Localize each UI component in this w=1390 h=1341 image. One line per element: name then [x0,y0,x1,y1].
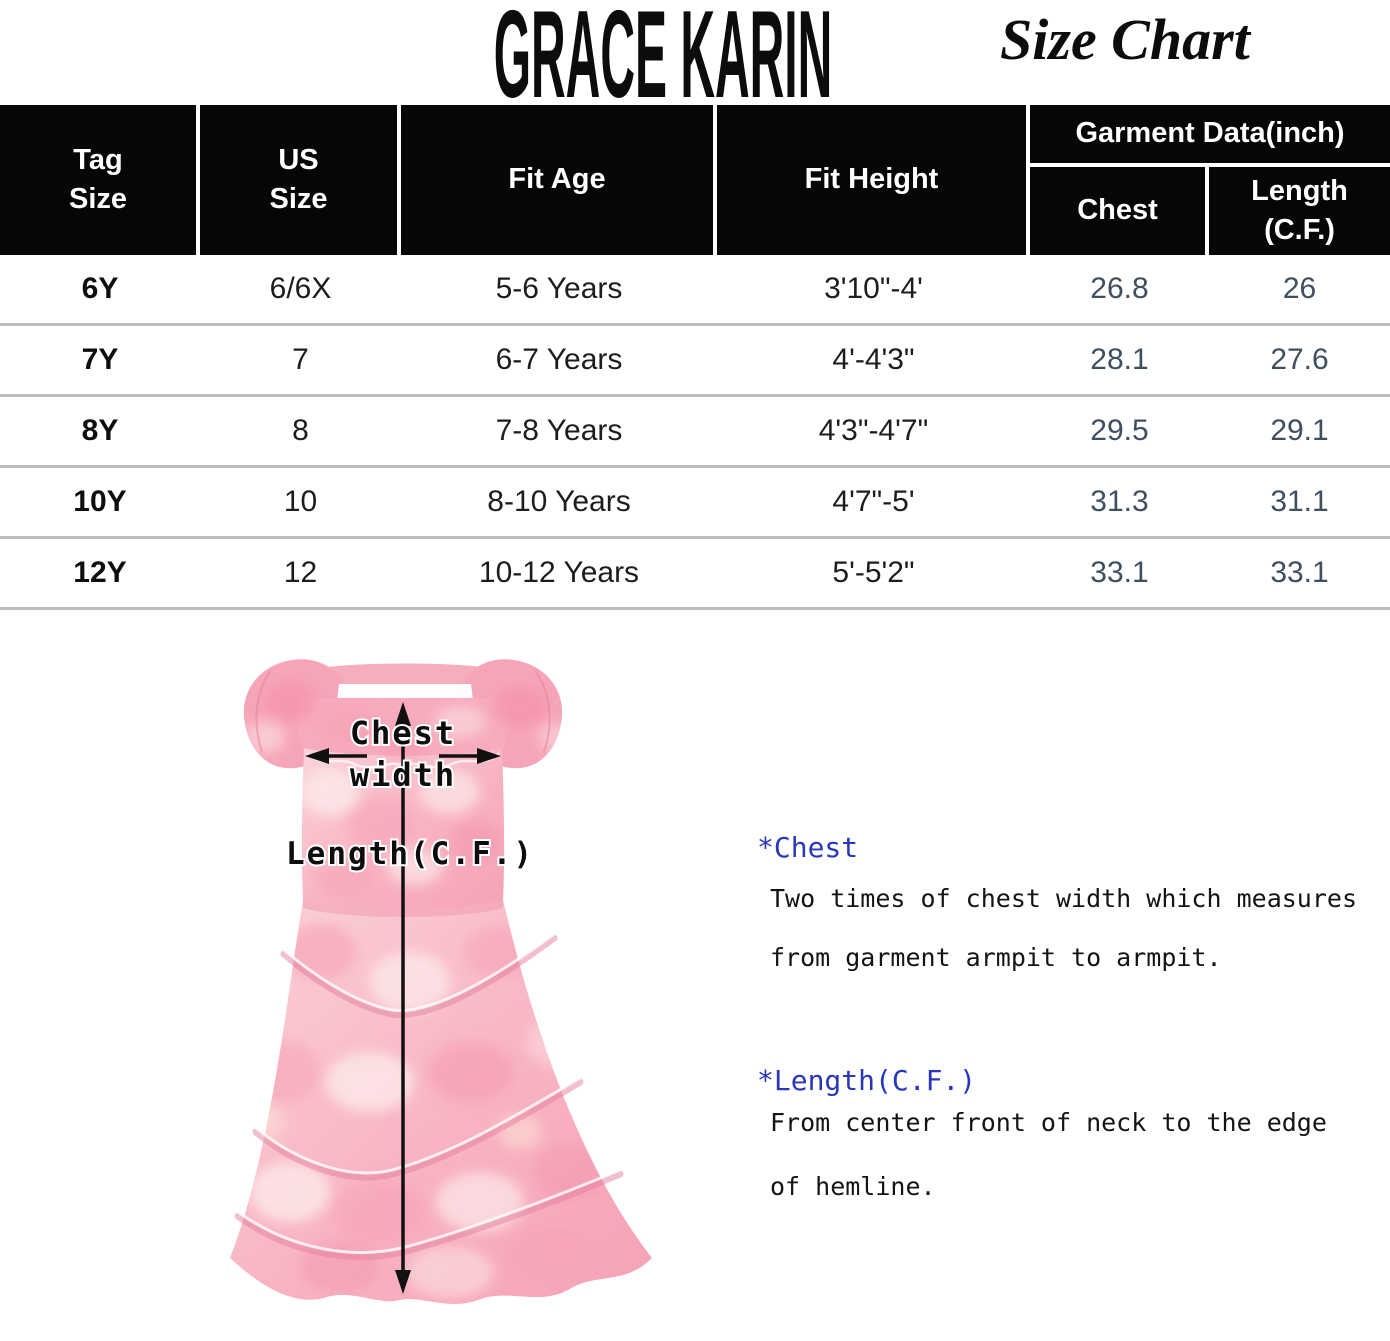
cell-length: 27.6 [1209,326,1390,397]
cell-us-size: 7 [200,326,401,397]
cell-chest: 31.3 [1030,468,1209,539]
header-fit-age: Fit Age [401,105,717,255]
size-chart-table: Tag Size US Size Fit Age Fit Height Garm… [0,105,1390,610]
cell-tag-size: 8Y [0,397,200,468]
cell-us-size: 10 [200,468,401,539]
header-tag-size: Tag Size [0,105,200,255]
cell-tag-size: 6Y [0,255,200,326]
cell-fit-height: 4'3"-4'7" [717,397,1030,468]
cell-fit-age: 5-6 Years [401,255,717,326]
length-cf-arrow [395,702,411,1294]
cell-fit-height: 5'-5'2" [717,539,1030,610]
table-row: 12Y 12 10-12 Years 5'-5'2" 33.1 33.1 [0,539,1390,610]
note-length-line-1: From center front of neck to the edge [770,1108,1327,1137]
cell-length: 26 [1209,255,1390,326]
dress-neckline-gap [337,684,473,700]
cell-us-size: 6/6X [200,255,401,326]
cell-fit-height: 3'10"-4' [717,255,1030,326]
cell-length: 31.1 [1209,468,1390,539]
table-row: 10Y 10 8-10 Years 4'7"-5' 31.3 31.1 [0,468,1390,539]
cell-chest: 29.5 [1030,397,1209,468]
header-length-cf: Length (C.F.) [1209,167,1390,255]
cell-length: 29.1 [1209,397,1390,468]
header-us-size: US Size [200,105,401,255]
header-fit-height: Fit Height [717,105,1030,255]
dress-measurement-figure: Chest width Length(C.F.) [230,659,652,1304]
cell-fit-age: 10-12 Years [401,539,717,610]
page-title: Size Chart [1000,7,1250,72]
dress-waistband [303,900,503,917]
cell-chest: 33.1 [1030,539,1209,610]
table-row: 8Y 8 7-8 Years 4'3"-4'7" 29.5 29.1 [0,397,1390,468]
cell-us-size: 8 [200,397,401,468]
note-chest-heading: *Chest [757,831,859,864]
cell-chest: 26.8 [1030,255,1209,326]
cell-fit-height: 4'-4'3" [717,326,1030,397]
cell-us-size: 12 [200,539,401,610]
cell-chest: 28.1 [1030,326,1209,397]
note-chest-line-1: Two times of chest width which measures [770,884,1357,913]
brand-logo-text: GRACE KARIN [494,1,833,103]
chest-width-label-line2: width [350,756,456,794]
cell-fit-age: 8-10 Years [401,468,717,539]
chest-width-arrow [305,748,501,764]
note-chest-line-2: from garment armpit to armpit. [770,943,1222,972]
cell-length: 33.1 [1209,539,1390,610]
cell-fit-age: 6-7 Years [401,326,717,397]
table-row: 6Y 6/6X 5-6 Years 3'10"-4' 26.8 26 [0,255,1390,326]
cell-tag-size: 7Y [0,326,200,397]
note-length-line-2: of hemline. [770,1172,936,1201]
table-row: 7Y 7 6-7 Years 4'-4'3" 28.1 27.6 [0,326,1390,397]
header-garment-data: Garment Data(inch) [1030,105,1390,167]
length-cf-label: Length(C.F.) [286,836,534,872]
cell-tag-size: 12Y [0,539,200,610]
chest-width-label-line1: Chest [350,714,456,752]
header-chest: Chest [1030,167,1209,255]
cell-fit-height: 4'7"-5' [717,468,1030,539]
table-header-row-2: Chest Length (C.F.) [0,167,1390,255]
cell-fit-age: 7-8 Years [401,397,717,468]
table-header-row-1: Tag Size US Size Fit Age Fit Height Garm… [0,105,1390,255]
cell-tag-size: 10Y [0,468,200,539]
brand-logo: GRACE KARIN [494,1,833,103]
note-length-heading: *Length(C.F.) [757,1064,977,1097]
